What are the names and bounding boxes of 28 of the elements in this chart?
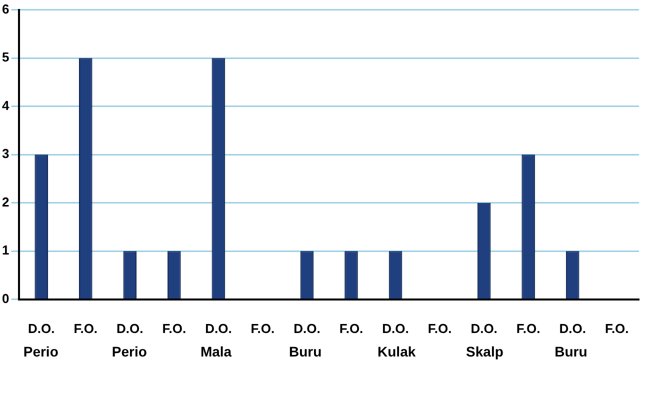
x-tick-label: F.O. xyxy=(516,320,540,336)
y-tick-label: 2 xyxy=(2,194,10,210)
text: Perio xyxy=(112,343,147,360)
x-tick-label: F.O. xyxy=(74,320,98,336)
x-tick-label: F.O. xyxy=(604,320,629,336)
text: Mala xyxy=(200,343,232,360)
text: Skalp xyxy=(466,343,504,360)
text: Perio xyxy=(23,343,58,360)
text: Buru xyxy=(288,343,322,360)
x-tick-label: F.O. xyxy=(162,320,186,336)
x-tick-label: D.O. xyxy=(382,320,409,336)
y-tick-label: 5 xyxy=(2,50,10,65)
y-tick-label: 0 xyxy=(2,290,10,306)
y-tick-label: 1 xyxy=(2,242,10,258)
x-tick-label: D.O. xyxy=(294,320,320,336)
x-tick-label: D.O. xyxy=(28,320,55,336)
y-tick-label: 6 xyxy=(2,1,10,16)
text: Kulak xyxy=(378,343,416,360)
x-tick-label: D.O. xyxy=(116,320,144,336)
x-tick-label: F.O. xyxy=(250,320,275,336)
x-tick-label: D.O. xyxy=(470,320,498,336)
x-tick-label: D.O. xyxy=(559,320,586,336)
x-tick-label: F.O. xyxy=(339,320,364,336)
y-tick-label: 4 xyxy=(2,98,10,113)
x-tick-label: F.O. xyxy=(428,320,452,336)
x-tick-label: D.O. xyxy=(205,320,232,336)
y-tick-label: 3 xyxy=(2,146,10,162)
text: Buru xyxy=(554,343,588,360)
